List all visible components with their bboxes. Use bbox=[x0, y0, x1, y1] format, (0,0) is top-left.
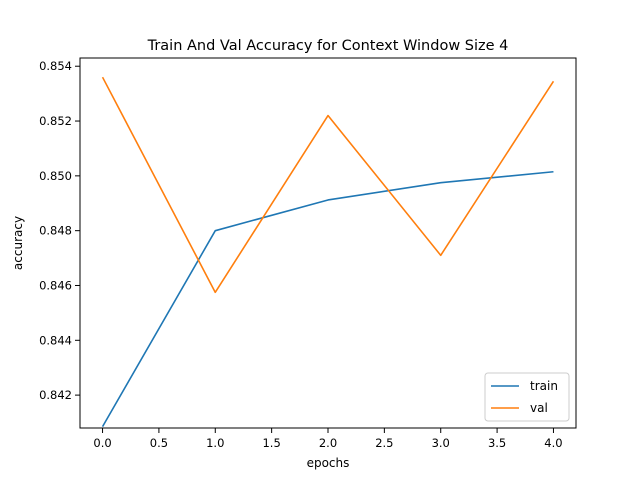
legend-label-train: train bbox=[530, 379, 558, 393]
x-tick-label: 1.0 bbox=[206, 436, 224, 450]
legend: train val bbox=[484, 372, 570, 422]
y-tick-label: 0.850 bbox=[39, 169, 72, 183]
x-tick-label: 2.0 bbox=[319, 436, 337, 450]
x-tick-label: 3.5 bbox=[488, 436, 506, 450]
x-tick-label: 0.5 bbox=[150, 436, 168, 450]
chart-title: Train And Val Accuracy for Context Windo… bbox=[147, 38, 509, 54]
y-tick-label: 0.852 bbox=[39, 114, 72, 128]
y-tick-label: 0.844 bbox=[39, 333, 72, 347]
x-axis-label: epochs bbox=[307, 456, 350, 470]
y-tick-label: 0.846 bbox=[39, 278, 72, 292]
legend-frame bbox=[484, 372, 570, 422]
x-tick-label: 4.0 bbox=[544, 436, 562, 450]
y-tick-label: 0.854 bbox=[39, 59, 72, 73]
series-layer bbox=[101, 76, 555, 428]
legend-label-val: val bbox=[530, 401, 548, 415]
ticks-layer: 0.0 0.5 1.0 1.5 2.0 2.5 3.0 3.5 4.0 0.842 0.844 0.8… bbox=[39, 59, 563, 450]
y-axis-label: accuracy bbox=[11, 216, 25, 270]
x-tick-label: 1.5 bbox=[262, 436, 280, 450]
y-tick-label: 0.842 bbox=[39, 388, 72, 402]
plot-frame bbox=[79, 57, 577, 429]
y-tick-label: 0.848 bbox=[39, 224, 72, 238]
x-tick-label: 2.5 bbox=[375, 436, 393, 450]
x-tick-label: 0.0 bbox=[93, 436, 111, 450]
series-line-val bbox=[101, 76, 555, 294]
x-tick-label: 3.0 bbox=[432, 436, 450, 450]
series-line-train bbox=[101, 170, 554, 428]
